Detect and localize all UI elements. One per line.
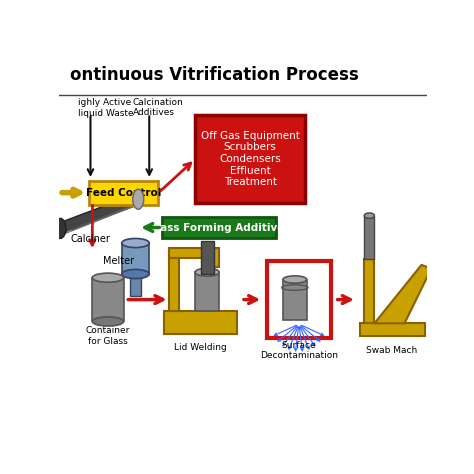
Bar bbox=[122, 243, 149, 274]
Text: Calciner: Calciner bbox=[70, 234, 110, 245]
Text: Feed Control: Feed Control bbox=[86, 188, 161, 198]
Ellipse shape bbox=[364, 213, 374, 219]
Polygon shape bbox=[63, 204, 138, 234]
Bar bbox=[364, 216, 374, 259]
Ellipse shape bbox=[195, 268, 219, 276]
Ellipse shape bbox=[122, 238, 149, 247]
Text: ighly Active
liquid Waste: ighly Active liquid Waste bbox=[78, 98, 133, 118]
Ellipse shape bbox=[122, 270, 149, 279]
Text: Glass Forming Additives: Glass Forming Additives bbox=[148, 222, 290, 233]
Ellipse shape bbox=[55, 219, 66, 238]
Ellipse shape bbox=[133, 189, 144, 209]
Bar bbox=[283, 280, 307, 319]
Bar bbox=[164, 310, 237, 334]
Bar bbox=[92, 278, 124, 321]
FancyBboxPatch shape bbox=[195, 115, 305, 203]
Bar bbox=[130, 272, 141, 296]
FancyBboxPatch shape bbox=[89, 181, 158, 205]
Bar bbox=[169, 248, 217, 258]
Polygon shape bbox=[66, 202, 142, 232]
Text: Swab Mach: Swab Mach bbox=[366, 346, 417, 355]
Text: ontinuous Vitrification Process: ontinuous Vitrification Process bbox=[70, 66, 359, 84]
Ellipse shape bbox=[92, 317, 124, 326]
Ellipse shape bbox=[92, 273, 124, 282]
Bar bbox=[267, 261, 331, 338]
Polygon shape bbox=[374, 265, 431, 323]
Text: Calcination
Additives: Calcination Additives bbox=[133, 98, 183, 117]
Text: Off Gas Equipment
Scrubbers
Condensers
Effluent
Treatment: Off Gas Equipment Scrubbers Condensers E… bbox=[201, 131, 300, 187]
Ellipse shape bbox=[283, 276, 307, 283]
Text: Melter: Melter bbox=[103, 256, 135, 266]
Text: Container
for Glass: Container for Glass bbox=[85, 327, 130, 346]
Text: Surface
Decontamination: Surface Decontamination bbox=[260, 341, 338, 360]
Text: Lid Welding: Lid Welding bbox=[174, 343, 227, 352]
Bar bbox=[201, 241, 213, 274]
Bar bbox=[360, 323, 425, 336]
Polygon shape bbox=[70, 201, 146, 231]
FancyBboxPatch shape bbox=[162, 218, 276, 237]
Bar bbox=[195, 272, 219, 310]
Bar bbox=[364, 259, 374, 323]
Polygon shape bbox=[59, 194, 138, 234]
Bar bbox=[169, 252, 179, 310]
Bar bbox=[210, 248, 219, 267]
